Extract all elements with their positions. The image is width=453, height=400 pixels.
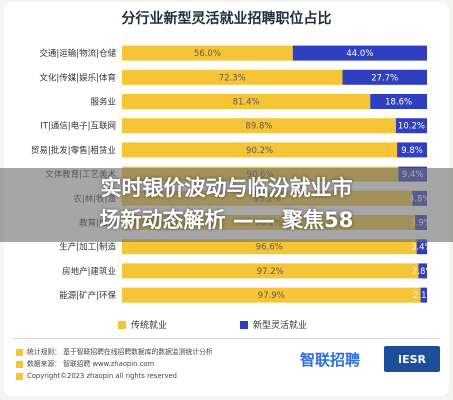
- value-label-traditional: 56.0%: [194, 49, 221, 59]
- category-label: 交通|运输|物流|仓储: [39, 48, 116, 59]
- note-bullet: [16, 348, 23, 356]
- overlay-line-1: 实时银价波动与临汾就业市: [100, 176, 353, 200]
- value-label-new: 2.8%: [412, 267, 434, 277]
- value-label-new: 2.1%: [413, 291, 435, 301]
- note-bullet: [16, 360, 23, 368]
- note-rule: 统计规则： 基于智联招聘在线招聘数据库的数据监测统计分析: [16, 346, 213, 358]
- note-source: 数据来源： 智联招聘 www.zhaopin.com: [16, 358, 213, 370]
- value-label-new: 9.8%: [401, 146, 423, 156]
- value-label-new: 27.7%: [371, 73, 398, 83]
- chart-title: 分行业新型灵活就业招聘职位占比: [121, 11, 332, 27]
- note-copyright: Copyright©2023 zhaopin all rights reserv…: [16, 370, 213, 382]
- category-label: 房地产|建筑业: [62, 266, 116, 277]
- legend-label-new: 新型灵活就业: [253, 321, 308, 331]
- bar-new: [418, 263, 427, 279]
- value-label-traditional: 97.9%: [258, 291, 285, 301]
- bar-new: [416, 239, 427, 255]
- bar-new: [397, 142, 427, 158]
- category-label: 生产|加工|制造: [59, 242, 116, 253]
- value-label-traditional: 81.4%: [233, 98, 260, 108]
- value-label-new: 3.4%: [411, 243, 433, 253]
- bar-traditional: [122, 263, 419, 279]
- category-label: 文化|传媒|娱乐|体育: [39, 72, 116, 83]
- overlay-headline: 实时银价波动与临汾就业市 场新动态解析 —— 聚焦58: [0, 172, 453, 236]
- category-label: 贸易|批发|零售|租赁业: [31, 145, 116, 156]
- category-label: 服务业: [90, 97, 116, 108]
- value-label-new: 18.6%: [385, 98, 412, 108]
- note-rule-text: 统计规则： 基于智联招聘在线招聘数据库的数据监测统计分析: [27, 348, 213, 356]
- bar-new: [370, 94, 427, 109]
- legend-swatch-traditional: [118, 320, 126, 329]
- bar-new: [420, 287, 427, 303]
- bar-traditional: [122, 45, 293, 61]
- bar-new: [292, 45, 427, 61]
- value-label-traditional: 97.2%: [257, 267, 284, 277]
- value-label-new: 10.2%: [398, 122, 425, 132]
- bar-traditional: [122, 69, 343, 85]
- legend-label-traditional: 传统就业: [131, 321, 168, 331]
- divider: [12, 338, 440, 339]
- iesr-logo: IESR: [384, 346, 440, 372]
- bar-new: [342, 69, 427, 85]
- legend: 传统就业 新型灵活就业: [0, 318, 453, 332]
- note-source-text: 数据来源： 智联招聘 www.zhaopin.com: [27, 360, 155, 368]
- value-label-new: 44.0%: [346, 49, 373, 59]
- legend-item-new: 新型灵活就业: [240, 318, 307, 331]
- bar-new: [395, 118, 427, 134]
- value-label-traditional: 89.8%: [245, 122, 272, 132]
- note-copyright-text: Copyright©2023 zhaopin all rights reserv…: [27, 372, 177, 380]
- value-label-traditional: 90.2%: [246, 146, 273, 156]
- category-label: IT|通信|电子|互联网: [40, 121, 116, 132]
- zhaopin-logo: 智联招聘: [300, 351, 361, 369]
- value-label-traditional: 96.6%: [256, 243, 283, 253]
- bar-traditional: [122, 142, 398, 158]
- legend-swatch-new: [240, 320, 248, 329]
- overlay-line-2: 场新动态解析 —— 聚焦58: [99, 208, 354, 232]
- bar-traditional: [122, 94, 371, 109]
- bar-traditional: [122, 118, 396, 134]
- category-label: 能源|矿产|环保: [59, 290, 116, 301]
- bar-traditional: [122, 239, 417, 255]
- footnotes: 统计规则： 基于智联招聘在线招聘数据库的数据监测统计分析 数据来源： 智联招聘 …: [16, 346, 213, 382]
- value-label-traditional: 72.3%: [219, 73, 246, 83]
- overlay-band: [0, 168, 453, 242]
- bar-traditional: [122, 287, 421, 303]
- note-bullet: [16, 372, 23, 380]
- legend-item-traditional: 传统就业: [118, 318, 167, 331]
